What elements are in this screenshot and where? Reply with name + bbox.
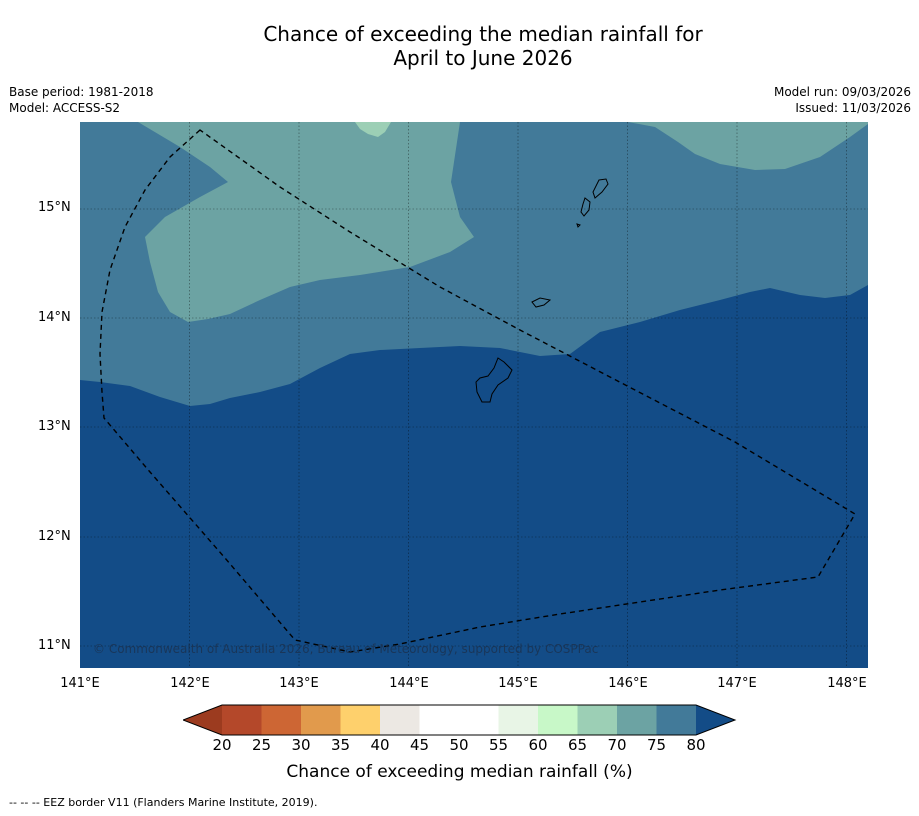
island-guam: [475, 357, 513, 403]
colorbar-segment-45-50: [419, 705, 459, 735]
colorbar-tick-55: 55: [488, 736, 509, 754]
meta-right: Model run: 09/03/2026 Issued: 11/03/2026: [774, 84, 911, 116]
colorbar-segment-60-65: [538, 705, 578, 735]
region-65-70: [355, 122, 391, 137]
colorbar-segment-40-45: [380, 705, 420, 735]
base-period: Base period: 1981-2018: [9, 85, 154, 99]
lon-label-143: 143°E: [279, 676, 319, 691]
colorbar-tick-30: 30: [291, 736, 311, 754]
lat-label-15: 15°N: [38, 200, 71, 215]
meta-left: Base period: 1981-2018 Model: ACCESS-S2: [9, 84, 154, 116]
colorbar-outline: [183, 704, 737, 736]
lat-label-14: 14°N: [38, 310, 71, 325]
colorbar: [183, 704, 737, 736]
map-title: Chance of exceeding the median rainfall …: [0, 22, 919, 70]
colorbar-segment-30-35: [301, 705, 341, 735]
colorbar-segment-50-55: [459, 705, 499, 735]
colorbar-tick-20: 20: [212, 736, 232, 754]
colorbar-under-arrow: [183, 705, 222, 735]
colorbar-tick-75: 75: [646, 736, 667, 754]
colorbar-tick-25: 25: [251, 736, 272, 754]
island-tinian: [580, 197, 591, 217]
lon-label-148: 148°E: [827, 676, 867, 691]
colorbar-tick-45: 45: [409, 736, 430, 754]
lon-label-144: 144°E: [389, 676, 429, 691]
islands: [475, 178, 609, 403]
colorbar-label: Chance of exceeding median rainfall (%): [286, 762, 633, 782]
colorbar-segment-35-40: [340, 705, 380, 735]
colorbar-tick-65: 65: [567, 736, 588, 754]
lat-label-11: 11°N: [38, 638, 71, 653]
colorbar-segment-25-30: [261, 705, 301, 735]
lon-label-147: 147°E: [717, 676, 757, 691]
island-aguijan: [576, 223, 581, 228]
colorbar-segment-75-80: [656, 705, 696, 735]
graticule: [80, 122, 868, 668]
model-name: Model: ACCESS-S2: [9, 101, 121, 115]
colorbar-tick-35: 35: [330, 736, 351, 754]
lon-label-141: 141°E: [60, 676, 100, 691]
colorbar-segment-70-75: [617, 705, 657, 735]
region-70-75-east: [628, 122, 868, 170]
colorbar-tick-70: 70: [607, 736, 627, 754]
colorbar-tick-80: 80: [686, 736, 706, 754]
title-line-2: April to June 2026: [393, 46, 573, 70]
island-rota: [531, 297, 552, 308]
map-area[interactable]: [80, 122, 868, 668]
lon-label-146: 146°E: [608, 676, 648, 691]
island-saipan: [592, 178, 609, 199]
title-line-1: Chance of exceeding the median rainfall …: [263, 22, 703, 46]
colorbar-segment-65-70: [577, 705, 617, 735]
colorbar-over-arrow: [696, 705, 735, 735]
issued-date: Issued: 11/03/2026: [795, 101, 911, 115]
lat-label-13: 13°N: [38, 419, 71, 434]
colorbar-tick-40: 40: [370, 736, 390, 754]
lon-label-145: 145°E: [498, 676, 538, 691]
colorbar-tick-50: 50: [449, 736, 469, 754]
colorbar-segment-20-25: [222, 705, 262, 735]
model-run: Model run: 09/03/2026: [773, 85, 911, 99]
lat-label-12: 12°N: [38, 529, 71, 544]
colorbar-segment-55-60: [498, 705, 538, 735]
copyright-notice: © Commonwealth of Australia 2026, Bureau…: [93, 642, 599, 656]
colorbar-tick-60: 60: [528, 736, 548, 754]
region-70-75-west: [138, 122, 474, 322]
eez-border: [99, 129, 856, 653]
map-svg: [80, 122, 868, 668]
eez-legend-note: -- -- -- EEZ border V11 (Flanders Marine…: [9, 796, 318, 809]
lon-label-142: 142°E: [170, 676, 210, 691]
